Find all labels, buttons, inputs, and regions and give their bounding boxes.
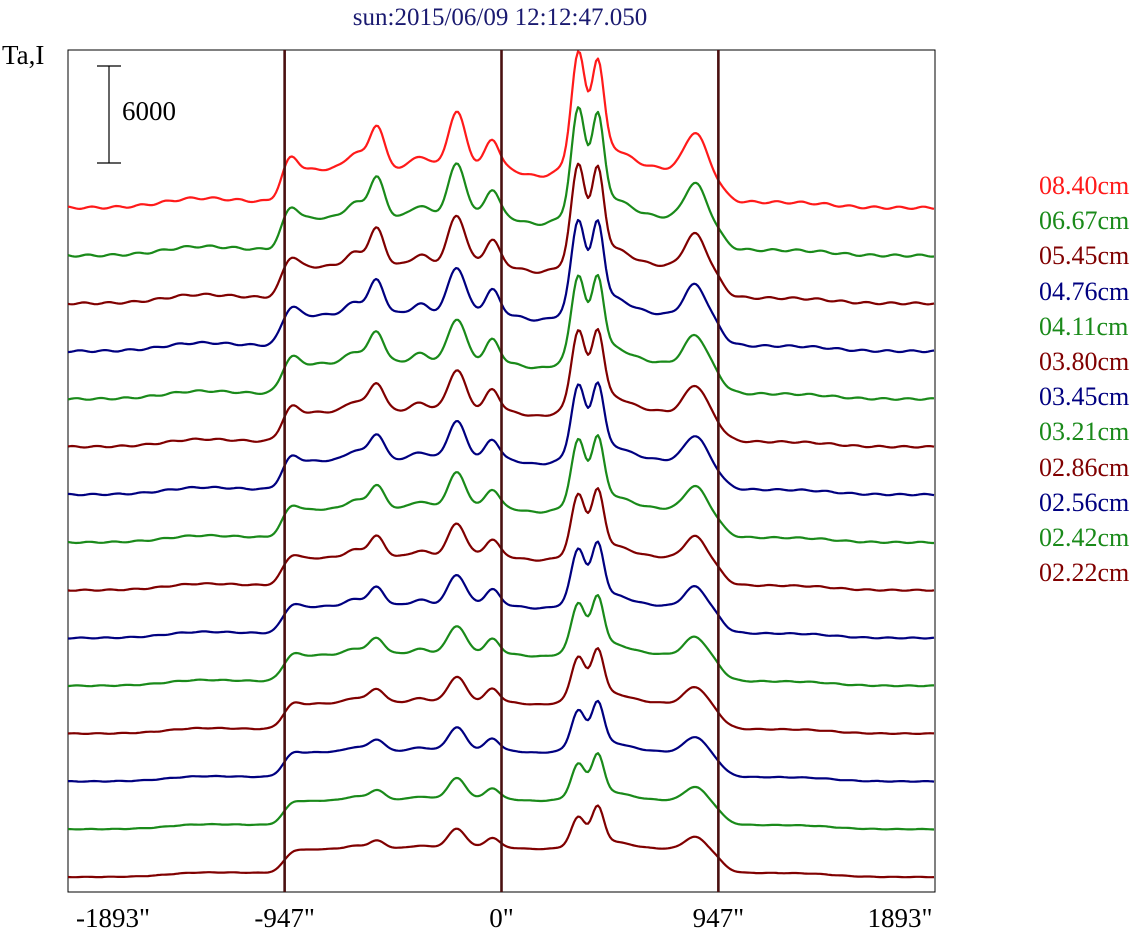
legend-entry: 02.42cm xyxy=(1039,522,1130,552)
legend-entry: 04.11cm xyxy=(1039,311,1129,341)
x-tick-label: 947" xyxy=(692,903,745,933)
legend-entry: 02.22cm xyxy=(1039,558,1130,588)
x-tick-label: -1893" xyxy=(75,903,151,933)
legend-entry: 04.76cm xyxy=(1039,276,1130,306)
x-tick-label: -947" xyxy=(254,903,315,933)
legend-entry: 06.67cm xyxy=(1039,206,1130,236)
legend-entry: 08.40cm xyxy=(1039,171,1130,200)
legend: 08.40cm 06.67cm 05.45cm 04.76cm 04.11cm 03.80… xyxy=(1039,168,1129,590)
y-axis-label: Ta,I xyxy=(2,40,45,70)
x-tick-label: 0" xyxy=(489,903,514,933)
chart-title: sun:2015/06/09 12:12:47.050 xyxy=(352,4,648,31)
scale-bar-label: 6000 xyxy=(122,96,176,126)
legend-entry: 03.80cm xyxy=(1039,346,1130,376)
legend-entry: 02.56cm xyxy=(1039,487,1130,517)
x-tick-label: 1893" xyxy=(867,903,933,933)
legend-entry: 02.86cm xyxy=(1039,452,1130,482)
legend-entry: 03.21cm xyxy=(1039,417,1130,447)
scale-bar xyxy=(97,65,121,164)
legend-entry: 03.45cm xyxy=(1039,382,1130,412)
legend-entry: 05.45cm xyxy=(1039,241,1130,271)
